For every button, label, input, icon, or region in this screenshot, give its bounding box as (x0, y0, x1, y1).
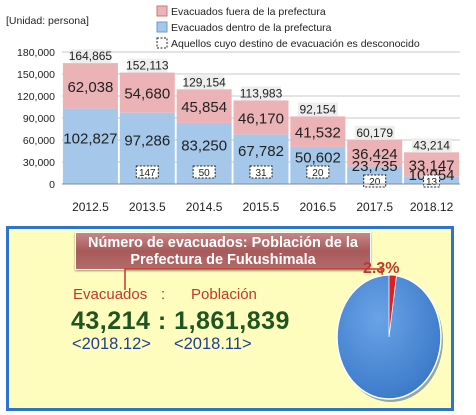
total-label: 129,154 (182, 75, 226, 89)
inside-value-label: 83,250 (181, 137, 227, 154)
pie-chart (336, 274, 443, 402)
bar-chart: [Unidad: persona] Evacuados fuera de la p… (6, 5, 460, 214)
outside-value-label: 54,680 (124, 86, 170, 103)
total-label-bg (184, 75, 225, 90)
outside-value-label: 36,424 (352, 146, 398, 163)
outside-value-label: 33,147 (409, 157, 455, 174)
bar-outside (119, 72, 175, 113)
bar-outside (62, 63, 118, 109)
total-label: 164,865 (69, 49, 113, 63)
x-tick-label: 2014.5 (186, 200, 223, 214)
summary-panel: Número de evacuados: Población de la Pre… (6, 226, 454, 411)
total-label-bg (354, 125, 395, 140)
colon-label: : (161, 286, 166, 303)
unknown-value-label: 20 (369, 177, 381, 188)
legend-label-3: Aquellos cuyo destino de evacuación es d… (171, 38, 420, 50)
unknown-value-label: 147 (139, 168, 156, 179)
total-label: 113,983 (240, 86, 283, 100)
inside-value-label: 50,602 (295, 149, 341, 166)
summary-title: Número de evacuados: Población de la Pre… (75, 232, 371, 270)
inside-value-label: 102,827 (63, 130, 117, 147)
bar-outside (347, 139, 403, 167)
poblacion-label: Población (191, 286, 257, 303)
outside-value-label: 62,038 (67, 79, 113, 96)
bar-outside (233, 100, 289, 135)
outside-value-label: 41,532 (295, 125, 341, 142)
total-label: 60,179 (356, 126, 393, 140)
y-tick-label: 60,000 (23, 135, 55, 147)
unknown-value-label: 13 (426, 177, 438, 188)
legend-swatch-3 (156, 37, 168, 49)
poblacion-date: <2018.11> (174, 335, 252, 353)
unknown-box (135, 165, 159, 179)
bar-outside (176, 89, 232, 123)
y-tick-label: 0 (49, 179, 55, 191)
y-tick-label: 150,000 (17, 69, 55, 81)
total-label-bg (241, 86, 281, 101)
summary-title-line1: Número de evacuados: Población de la (88, 235, 358, 251)
total-label-bg (411, 138, 452, 153)
outside-value-label: 45,854 (181, 99, 227, 116)
summary-title-line2: Prefectura de Fukushimala (130, 252, 316, 268)
total-label: 43,214 (413, 138, 450, 152)
legend-label-1: Evacuados fuera de la prefectura (171, 6, 326, 18)
y-tick-label: 30,000 (23, 157, 55, 169)
percent-label: 2.3% (363, 260, 400, 277)
pie-evacuees-slice (388, 274, 397, 338)
ratio-value: 43,214 : 1,861,839 (71, 307, 290, 335)
total-label-bg (70, 49, 111, 64)
unknown-value-label: 50 (199, 168, 211, 179)
total-label: 152,113 (126, 59, 169, 73)
x-tick-label: 2013.5 (129, 200, 166, 214)
x-tick-label: 2012.5 (72, 200, 109, 214)
x-tick-label: 2016.5 (300, 200, 337, 214)
x-tick-label: 2018.12 (410, 200, 454, 214)
inside-value-label: 97,286 (124, 132, 170, 149)
bar-inside (62, 108, 118, 184)
bar-outside (290, 116, 346, 147)
bar-outside (404, 152, 460, 177)
evacuados-date: <2018.12> (72, 335, 151, 353)
unknown-value-label: 20 (312, 168, 324, 179)
y-tick-label: 120,000 (17, 91, 55, 103)
unknown-box (192, 165, 216, 179)
total-label-bg (127, 58, 168, 73)
total-label: 92,154 (300, 102, 337, 116)
evacuados-label: Evacuados (73, 286, 148, 303)
outside-value-label: 46,170 (238, 110, 284, 127)
x-tick-label: 2017.5 (356, 200, 393, 214)
inside-value-label: 67,782 (238, 143, 284, 160)
unit-label: [Unidad: persona] (6, 15, 89, 27)
unknown-value-label: 31 (255, 168, 267, 179)
unknown-box (249, 165, 273, 179)
total-label-bg (297, 102, 338, 117)
unknown-box (306, 165, 330, 179)
inside-value-label: 23,735 (352, 158, 398, 175)
legend-swatch-1 (156, 5, 168, 17)
legend-swatch-2 (156, 21, 168, 33)
y-tick-label: 90,000 (23, 113, 55, 125)
x-tick-label: 2015.5 (243, 200, 280, 214)
y-tick-label: 180,000 (17, 47, 55, 59)
legend-label-2: Evacuados dentro de la prefectura (171, 22, 332, 34)
